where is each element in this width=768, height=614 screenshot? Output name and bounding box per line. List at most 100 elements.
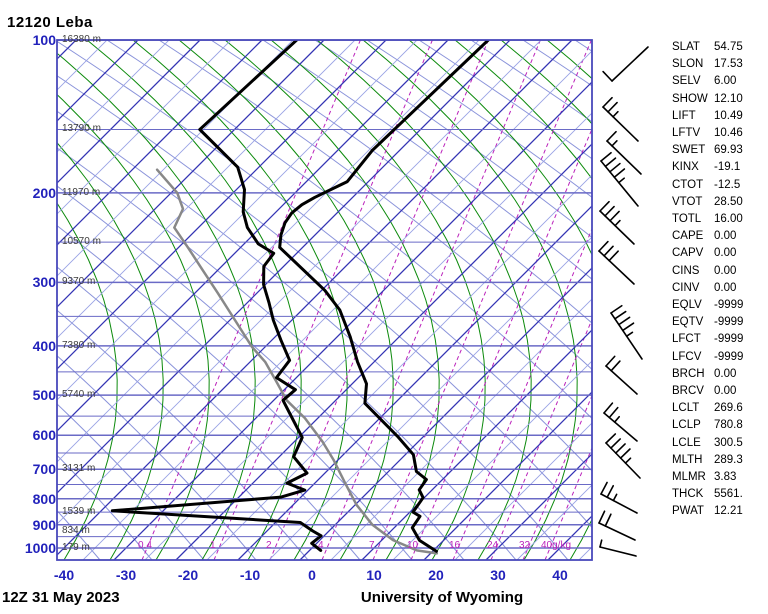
mixing-ratio-label: 10: [407, 540, 419, 551]
stat-row-lclp: LCLP 780.8: [672, 419, 743, 431]
stat-row-selv: SELV 6.00: [672, 75, 736, 87]
stat-value: 16.00: [714, 213, 743, 225]
isotherm-line: [485, 453, 592, 560]
wind-barb: [602, 46, 649, 82]
stat-key: SLAT: [672, 41, 700, 53]
pressure-tick-label: 1000: [24, 540, 56, 556]
pressure-tick-label: 900: [32, 516, 56, 533]
stat-value: 0.00: [714, 367, 737, 380]
height-label: 16380 m: [62, 34, 101, 45]
temperature-tick-label: -30: [115, 567, 137, 583]
stat-key: SWET: [672, 144, 706, 157]
isotherm-line: [57, 40, 542, 525]
moist-adiabat-line: [86, 40, 302, 560]
stat-key: LCLT: [672, 402, 700, 415]
wind-barb: [605, 433, 641, 479]
stat-key: LFCV: [672, 350, 702, 363]
stat-row-lcle: LCLE 300.5: [672, 437, 743, 449]
stat-key: LFTV: [672, 127, 701, 139]
stat-key: CTOT: [672, 178, 704, 191]
stat-key: MLMR: [672, 471, 706, 483]
stat-row-cins: CINS 0.00: [672, 265, 736, 277]
stat-key: EQTV: [672, 316, 704, 329]
stat-key: SELV: [672, 75, 701, 88]
pressure-tick-label: 800: [32, 490, 56, 507]
stat-key: PWAT: [672, 505, 704, 518]
stat-row-eqlv: EQLV -9999: [672, 299, 743, 311]
dry-adiabat-line: [158, 40, 592, 371]
temperature-tick-label: 30: [490, 567, 506, 583]
mixing-ratio-line: [410, 127, 592, 560]
wind-barb: [605, 355, 638, 395]
height-label: 13790 m: [62, 123, 101, 135]
stat-value: 28.50: [714, 195, 743, 208]
stat-key: SHOW: [672, 92, 708, 105]
stat-row-capv: CAPV 0.00: [672, 247, 736, 259]
moist-adiabat-line: [57, 202, 118, 560]
stat-value: -9999: [714, 350, 744, 363]
stat-value: 10.49: [714, 109, 743, 122]
isotherm-line: [57, 40, 263, 246]
stat-key: LIFT: [672, 109, 696, 122]
mixing-ratio-line: [372, 40, 592, 560]
isotherm-line: [268, 236, 592, 560]
plot-grid: [57, 40, 592, 560]
pressure-tick-label: 500: [32, 387, 56, 404]
isotherm-line: [57, 40, 511, 494]
wind-barb: [603, 402, 638, 442]
mixing-ratio-line: [544, 446, 592, 560]
moist-adiabat-line: [408, 40, 592, 560]
isotherm-line: [57, 40, 480, 463]
temperature-tick-label: 20: [428, 567, 444, 583]
stat-row-lftv: LFTV 10.46: [672, 127, 743, 139]
height-label: 5740 m: [62, 389, 96, 401]
height-label: 7380 m: [62, 339, 96, 351]
isotherm-line: [57, 40, 232, 215]
stat-row-mlmr: MLMR 3.83: [672, 471, 736, 483]
stat-value: 3.83: [714, 471, 737, 483]
dry-adiabat-line: [57, 309, 309, 560]
stat-row-slat: SLAT 54.75: [672, 41, 743, 53]
stat-value: 0.00: [714, 230, 737, 243]
dry-adiabat-line: [57, 185, 465, 560]
isotherm-line: [57, 40, 170, 153]
wind-barb: [599, 200, 635, 245]
pressure-tick-label: 300: [32, 274, 56, 291]
stat-key: MLTH: [672, 453, 703, 466]
mixing-ratio-label: 2: [266, 540, 272, 551]
isotherm-line: [237, 205, 592, 560]
mixing-ratio-label: 40g/kg: [541, 540, 572, 551]
moist-adiabat-line: [57, 52, 256, 560]
mixing-ratio-line: [490, 318, 592, 560]
stat-key: EQLV: [672, 299, 702, 311]
stat-value: 54.75: [714, 41, 743, 53]
isotherm-line: [206, 174, 592, 560]
stat-value: -9999: [714, 316, 744, 329]
wind-barb: [598, 240, 635, 285]
stat-key: CINV: [672, 281, 700, 294]
stat-value: -19.1: [714, 161, 741, 174]
temperature-tick-label: -10: [239, 567, 261, 583]
moist-adiabat-line: [178, 40, 394, 560]
stat-row-swet: SWET 69.93: [672, 144, 743, 156]
height-label: 10570 m: [62, 236, 101, 248]
height-label: 1539 m: [62, 506, 96, 518]
dry-adiabat-line: [366, 40, 592, 198]
pressure-tick-label: 600: [32, 427, 56, 444]
dry-adiabat-line: [57, 266, 361, 560]
moist-adiabat-line: [316, 40, 532, 560]
stat-key: KINX: [672, 161, 699, 174]
wind-barb: [600, 481, 638, 514]
moist-adiabat-line: [362, 40, 578, 560]
height-label: 834 m: [62, 524, 90, 536]
moist-adiabat-line: [224, 40, 440, 560]
stat-row-mlth: MLTH 289.3: [672, 454, 743, 466]
mixing-ratio-label: 1: [210, 540, 216, 551]
moist-adiabat-line: [454, 40, 592, 180]
dry-adiabat-line: [57, 40, 592, 472]
moist-adiabat-line: [132, 40, 348, 560]
stat-key: TOTL: [672, 213, 702, 225]
wind-barb: [602, 96, 639, 142]
mixing-ratio-label: 7: [369, 540, 375, 551]
